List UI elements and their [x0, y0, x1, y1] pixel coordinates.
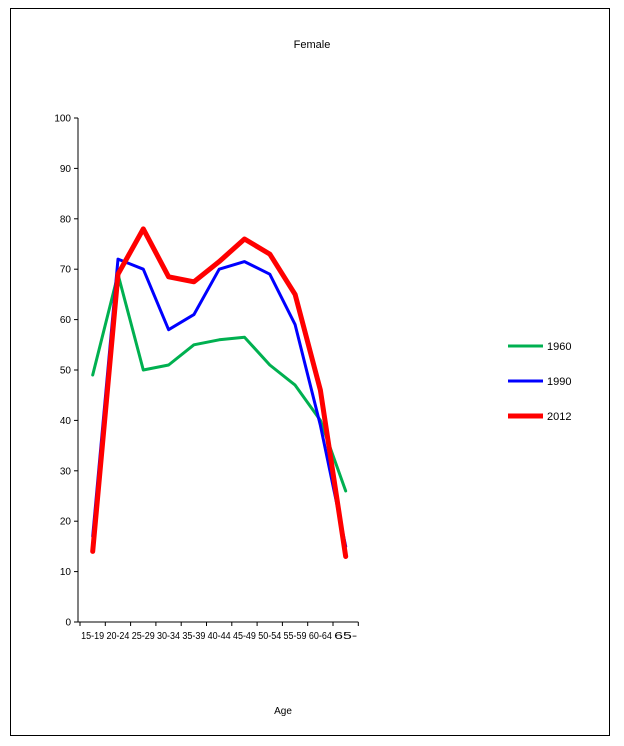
- y-tick-label: 0: [65, 618, 71, 629]
- x-tick-label: 20-24: [106, 631, 129, 642]
- y-tick-label: 90: [60, 164, 72, 175]
- x-tick-label: 60-64: [309, 631, 332, 642]
- x-axis: 15-19 20-24 25-29 30-34 35-39 40-44 45-49 50-54…: [78, 621, 359, 642]
- legend: 1960 1990 2012: [508, 341, 571, 423]
- series-line-2012: [90, 226, 349, 559]
- legend-label-1990: 1990: [547, 376, 571, 388]
- y-tick-label: 20: [60, 517, 72, 528]
- y-tick-label: 30: [60, 466, 72, 477]
- x-tick-label: 50-54: [258, 631, 281, 642]
- x-tick-label: 45-49: [233, 631, 256, 642]
- series-line-1990: [91, 257, 348, 548]
- series-lines: [90, 226, 349, 559]
- x-tick-label: 40-44: [208, 631, 231, 642]
- series-line-1960: [91, 272, 348, 493]
- y-axis: 0 10 20 30 40 50 60 70 80 90 100: [54, 114, 79, 629]
- y-tick-label: 80: [60, 214, 72, 225]
- x-tick-label: 65-: [334, 631, 357, 642]
- x-tick-label: 55-59: [284, 631, 307, 642]
- x-tick-label: 30-34: [157, 631, 180, 642]
- y-tick-label: 40: [60, 416, 72, 427]
- y-tick-label: 100: [54, 114, 71, 125]
- legend-label-2012: 2012: [547, 411, 571, 423]
- legend-label-1960: 1960: [547, 341, 571, 353]
- x-tick-label: 35-39: [182, 631, 205, 642]
- y-tick-label: 10: [60, 567, 72, 578]
- x-tick-label: 15-19: [81, 631, 104, 642]
- x-axis-title: Age: [274, 706, 292, 717]
- x-tick-label: 25-29: [132, 631, 155, 642]
- y-tick-label: 60: [60, 315, 72, 326]
- chart-title: Female: [294, 39, 331, 51]
- y-tick-label: 50: [60, 366, 72, 377]
- y-tick-label: 70: [60, 265, 72, 276]
